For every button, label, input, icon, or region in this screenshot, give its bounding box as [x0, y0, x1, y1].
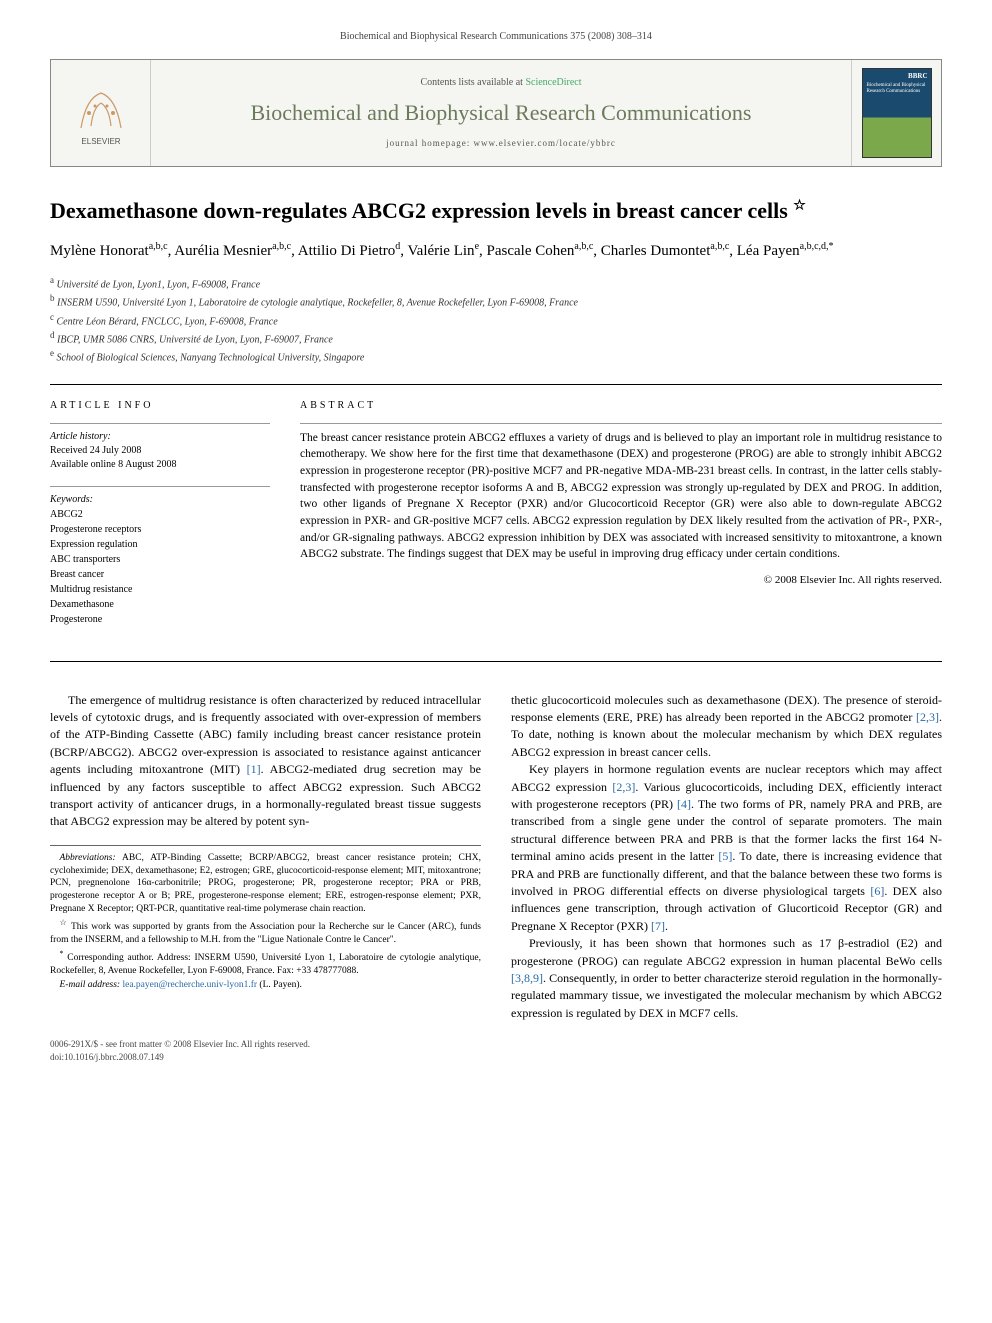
section-divider	[50, 661, 942, 662]
keyword: Expression regulation	[50, 537, 270, 552]
article-title: Dexamethasone down-regulates ABCG2 expre…	[50, 197, 942, 225]
corresponding-email-link[interactable]: lea.payen@recherche.univ-lyon1.fr	[122, 980, 257, 990]
abstract-heading: ABSTRACT	[300, 399, 942, 413]
body-paragraph: thetic glucocorticoid molecules such as …	[511, 692, 942, 762]
affiliation: c Centre Léon Bérard, FNCLCC, Lyon, F-69…	[50, 311, 942, 329]
section-divider	[50, 384, 942, 385]
citation-ref[interactable]: [3,8,9]	[511, 971, 543, 985]
running-head: Biochemical and Biophysical Research Com…	[50, 30, 942, 44]
body-paragraph: The emergence of multidrug resistance is…	[50, 692, 481, 831]
received-date: Received 24 July 2008	[50, 444, 270, 458]
affiliation: a Université de Lyon, Lyon1, Lyon, F-690…	[50, 274, 942, 292]
affiliation-list: a Université de Lyon, Lyon1, Lyon, F-690…	[50, 274, 942, 366]
author-list: Mylène Honorata,b,c, Aurélia Mesniera,b,…	[50, 239, 942, 263]
online-date: Available online 8 August 2008	[50, 458, 270, 472]
sciencedirect-link[interactable]: ScienceDirect	[525, 77, 581, 88]
citation-ref[interactable]: [2,3]	[612, 780, 635, 794]
abstract-column: ABSTRACT The breast cancer resistance pr…	[300, 399, 942, 641]
title-footnote-mark: ☆	[793, 199, 806, 214]
abstract-copyright: © 2008 Elsevier Inc. All rights reserved…	[300, 573, 942, 588]
keyword: Multidrug resistance	[50, 582, 270, 597]
footnotes-block: Abbreviations: ABC, ATP-Binding Cassette…	[50, 845, 481, 992]
svg-text:ELSEVIER: ELSEVIER	[81, 137, 120, 146]
article-info-heading: ARTICLE INFO	[50, 399, 270, 413]
keyword: Breast cancer	[50, 567, 270, 582]
citation-ref[interactable]: [2,3]	[916, 710, 939, 724]
journal-cover-thumb: Biochemical and Biophysical Research Com…	[851, 60, 941, 166]
keyword: Progesterone	[50, 612, 270, 627]
email-footnote: E-mail address: lea.payen@recherche.univ…	[50, 979, 481, 992]
contents-prefix: Contents lists available at	[420, 77, 525, 88]
journal-banner: ELSEVIER Contents lists available at Sci…	[50, 59, 942, 167]
article-info-column: ARTICLE INFO Article history: Received 2…	[50, 399, 270, 641]
affiliation: e School of Biological Sciences, Nanyang…	[50, 347, 942, 365]
journal-title: Biochemical and Biophysical Research Com…	[166, 98, 836, 129]
keyword: Dexamethasone	[50, 597, 270, 612]
abstract-text: The breast cancer resistance protein ABC…	[300, 430, 942, 563]
citation-ref[interactable]: [4]	[677, 797, 691, 811]
citation-ref[interactable]: [7]	[651, 919, 665, 933]
body-paragraph: Key players in hormone regulation events…	[511, 761, 942, 935]
publisher-logo: ELSEVIER	[51, 60, 151, 166]
article-body: The emergence of multidrug resistance is…	[50, 692, 942, 1022]
keyword: ABC transporters	[50, 552, 270, 567]
affiliation: d IBCP, UMR 5086 CNRS, Université de Lyo…	[50, 329, 942, 347]
keywords-label: Keywords:	[50, 493, 270, 507]
contents-line: Contents lists available at ScienceDirec…	[166, 76, 836, 90]
keyword: Progesterone receptors	[50, 522, 270, 537]
citation-ref[interactable]: [1]	[247, 762, 261, 776]
keywords-block: Keywords: ABCG2Progesterone receptorsExp…	[50, 493, 270, 627]
article-history: Article history: Received 24 July 2008 A…	[50, 430, 270, 472]
keyword: ABCG2	[50, 507, 270, 522]
journal-homepage: journal homepage: www.elsevier.com/locat…	[166, 137, 836, 150]
citation-ref[interactable]: [5]	[718, 849, 732, 863]
banner-center: Contents lists available at ScienceDirec…	[151, 60, 851, 166]
corresponding-author-footnote: * Corresponding author. Address: INSERM …	[50, 949, 481, 978]
history-label: Article history:	[50, 430, 270, 444]
affiliation: b INSERM U590, Université Lyon 1, Labora…	[50, 292, 942, 310]
issn-line: 0006-291X/$ - see front matter © 2008 El…	[50, 1038, 310, 1051]
funding-footnote: ☆ This work was supported by grants from…	[50, 918, 481, 947]
page-footer: 0006-291X/$ - see front matter © 2008 El…	[50, 1038, 942, 1063]
doi-line: doi:10.1016/j.bbrc.2008.07.149	[50, 1051, 310, 1064]
body-paragraph: Previously, it has been shown that hormo…	[511, 935, 942, 1022]
abbreviations-footnote: Abbreviations: ABC, ATP-Binding Cassette…	[50, 852, 481, 916]
citation-ref[interactable]: [6]	[870, 884, 884, 898]
